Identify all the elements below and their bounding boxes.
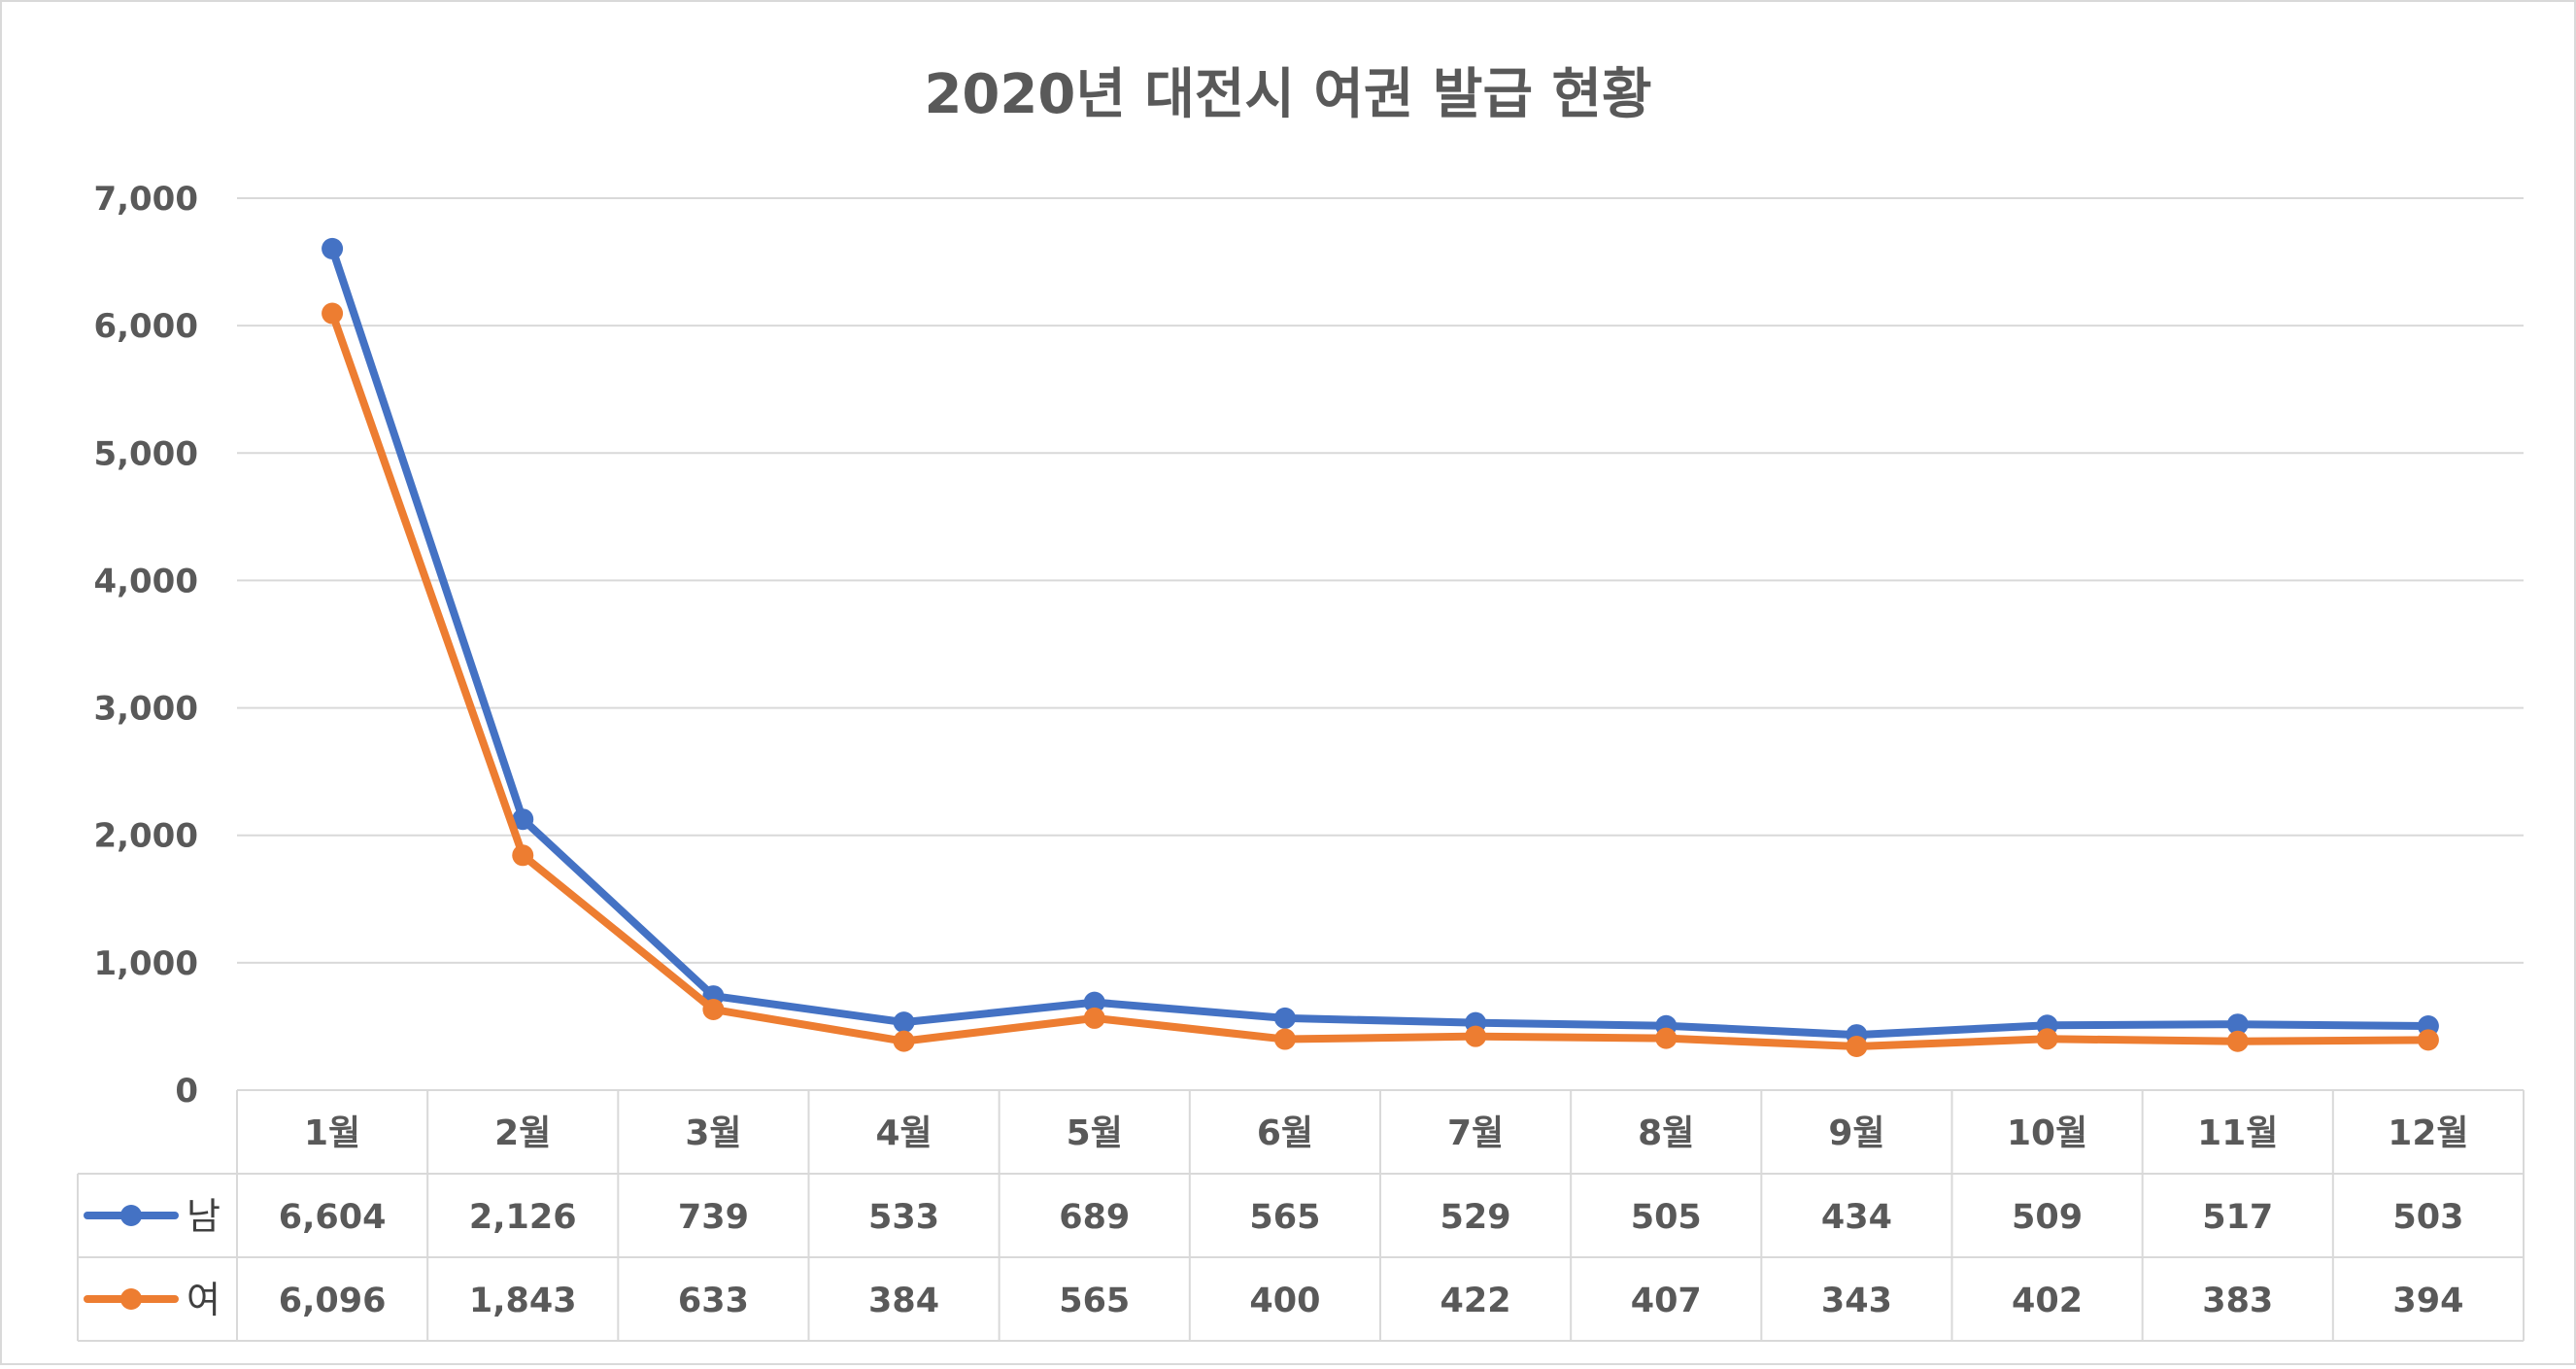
gridlines <box>237 197 2524 964</box>
data-point <box>512 844 534 867</box>
table-cell-value: 384 <box>868 1282 939 1320</box>
x-tick-label: 10월 <box>2007 1113 2087 1153</box>
table-cell-value: 6,604 <box>279 1198 387 1237</box>
table-cell-value: 400 <box>1249 1282 1320 1320</box>
legend-label: 남 <box>186 1195 220 1238</box>
x-tick-label: 5월 <box>1067 1113 1123 1153</box>
data-point <box>2036 1028 2058 1050</box>
table-cell-value: 394 <box>2392 1282 2463 1320</box>
table-cell-value: 517 <box>2202 1198 2273 1237</box>
table-cell-value: 407 <box>1631 1282 1702 1320</box>
series-lines <box>322 237 2439 1058</box>
data-point <box>1273 1007 1296 1029</box>
table-cell-value: 1,843 <box>469 1282 577 1320</box>
x-tick-label: 2월 <box>494 1113 551 1153</box>
table-cell-value: 503 <box>2392 1198 2463 1237</box>
x-tick-label: 7월 <box>1447 1113 1504 1153</box>
table-cell-value: 2,126 <box>469 1198 577 1237</box>
series-여 <box>322 302 2439 1058</box>
y-axis-tick-labels: 0 1,000 2,000 3,000 4,000 5,000 6,000 7,000 <box>93 180 198 1111</box>
data-point <box>2417 1029 2439 1051</box>
table-cell-value: 343 <box>1821 1282 1892 1320</box>
x-tick-label: 9월 <box>1828 1113 1884 1153</box>
x-tick-label: 11월 <box>2197 1113 2278 1153</box>
chart-title: 2020년 대전시 여권 발급 현황 <box>924 63 1651 126</box>
data-point <box>893 1030 915 1052</box>
table-cell-value: 402 <box>2012 1282 2083 1320</box>
data-point <box>1655 1027 1678 1049</box>
x-tick-label: 3월 <box>685 1113 741 1153</box>
table-cell-value: 422 <box>1441 1282 1511 1320</box>
table-cell-value: 6,096 <box>279 1282 387 1320</box>
table-cell-value: 565 <box>1249 1198 1320 1237</box>
x-tick-label: 8월 <box>1638 1113 1694 1153</box>
y-tick-label: 6,000 <box>93 307 198 346</box>
table-cell-value: 509 <box>2012 1198 2083 1237</box>
series-line <box>328 309 2432 1051</box>
series-line <box>328 244 2432 1040</box>
y-tick-label: 0 <box>175 1072 198 1111</box>
legend-label: 여 <box>186 1279 220 1321</box>
table-cell-value: 565 <box>1059 1282 1130 1320</box>
table-cell-value: 529 <box>1441 1198 1511 1237</box>
data-point <box>1083 1007 1105 1029</box>
x-tick-label: 6월 <box>1257 1113 1313 1153</box>
data-point <box>322 237 344 259</box>
table-cell-value: 739 <box>678 1198 749 1237</box>
data-point <box>1846 1036 1868 1058</box>
table-cell-value: 633 <box>678 1282 749 1320</box>
x-tick-label: 1월 <box>304 1113 360 1153</box>
data-point <box>1273 1028 1296 1050</box>
data-point <box>2226 1013 2249 1036</box>
data-point <box>322 302 344 325</box>
data-point <box>2226 1030 2249 1052</box>
table-cell-value: 689 <box>1059 1198 1130 1237</box>
data-point <box>1083 991 1105 1013</box>
y-tick-label: 3,000 <box>93 690 198 729</box>
y-tick-label: 1,000 <box>93 944 198 983</box>
table-cell-value: 434 <box>1821 1198 1892 1237</box>
data-point <box>893 1011 915 1034</box>
y-tick-label: 4,000 <box>93 562 198 600</box>
table-cell-value: 505 <box>1631 1198 1702 1237</box>
data-point <box>512 808 534 831</box>
legend-key-marker <box>120 1205 142 1226</box>
table-cell-value: 533 <box>868 1198 939 1237</box>
x-tick-label: 4월 <box>875 1113 932 1153</box>
y-tick-label: 2,000 <box>93 817 198 856</box>
x-tick-label: 12월 <box>2388 1113 2468 1153</box>
y-tick-label: 5,000 <box>93 434 198 473</box>
data-point <box>1465 1025 1487 1047</box>
y-tick-label: 7,000 <box>93 180 198 219</box>
table-cell-value: 383 <box>2202 1282 2273 1320</box>
legend-key-marker <box>120 1288 142 1310</box>
data-point <box>702 998 725 1020</box>
